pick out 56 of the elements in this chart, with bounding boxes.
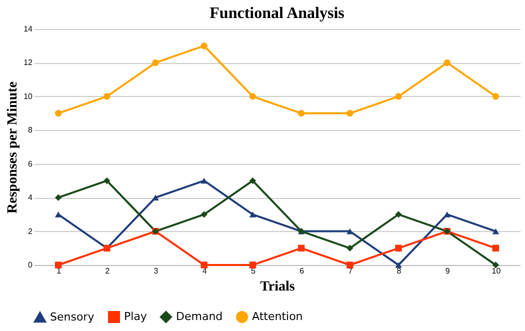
point [249, 262, 256, 268]
y-axis-title: Responses per Minute [6, 82, 21, 214]
point [200, 42, 208, 50]
x-axis-title: Trials [260, 280, 296, 294]
legend-label: Play [124, 310, 148, 323]
point [395, 244, 402, 252]
point [298, 110, 305, 117]
point [54, 110, 62, 117]
x-tick-label: 6 [300, 266, 305, 276]
y-tick-label: 12 [24, 58, 34, 68]
point [54, 212, 62, 218]
x-tick-label: 10 [492, 266, 502, 276]
point [249, 93, 256, 100]
point [152, 194, 159, 200]
x-tick-label: 8 [396, 266, 402, 276]
y-tick-label: 0 [28, 260, 34, 270]
point [54, 262, 62, 268]
point [492, 228, 500, 234]
point [346, 110, 354, 117]
point [200, 262, 208, 268]
y-tick-label: 8 [28, 126, 34, 135]
point [200, 178, 208, 184]
point [249, 212, 256, 218]
x-tick-label: 3 [154, 266, 159, 276]
point [152, 59, 159, 66]
x-tick-label: 2 [105, 266, 110, 276]
legend-label: Demand [176, 310, 223, 323]
point [346, 262, 354, 268]
y-tick-label: 10 [24, 92, 34, 101]
point [395, 211, 402, 218]
point [200, 211, 208, 218]
y-tick-label: 4 [28, 193, 34, 202]
point [249, 177, 256, 184]
x-tick-label: 9 [445, 266, 450, 276]
point [395, 93, 402, 100]
x-tick-label: 5 [250, 266, 256, 276]
point [395, 262, 402, 268]
y-tick-label: 6 [28, 159, 34, 168]
x-tick-label: 1 [56, 266, 62, 276]
point [346, 228, 354, 234]
point [104, 93, 110, 100]
point [104, 177, 110, 184]
point [492, 93, 500, 100]
legend-label: Sensory [50, 310, 95, 324]
x-tick-label: 7 [348, 266, 354, 276]
point [444, 59, 450, 66]
y-tick-label: 2 [28, 226, 34, 236]
legend-label: Attention [252, 310, 303, 323]
point [492, 244, 500, 252]
point [54, 194, 62, 201]
point [346, 244, 354, 252]
point [298, 244, 305, 252]
chart-title: Functional Analysis [210, 5, 344, 22]
point [444, 212, 450, 218]
y-tick-label: 14 [24, 24, 34, 34]
x-tick-label: 4 [202, 266, 208, 276]
